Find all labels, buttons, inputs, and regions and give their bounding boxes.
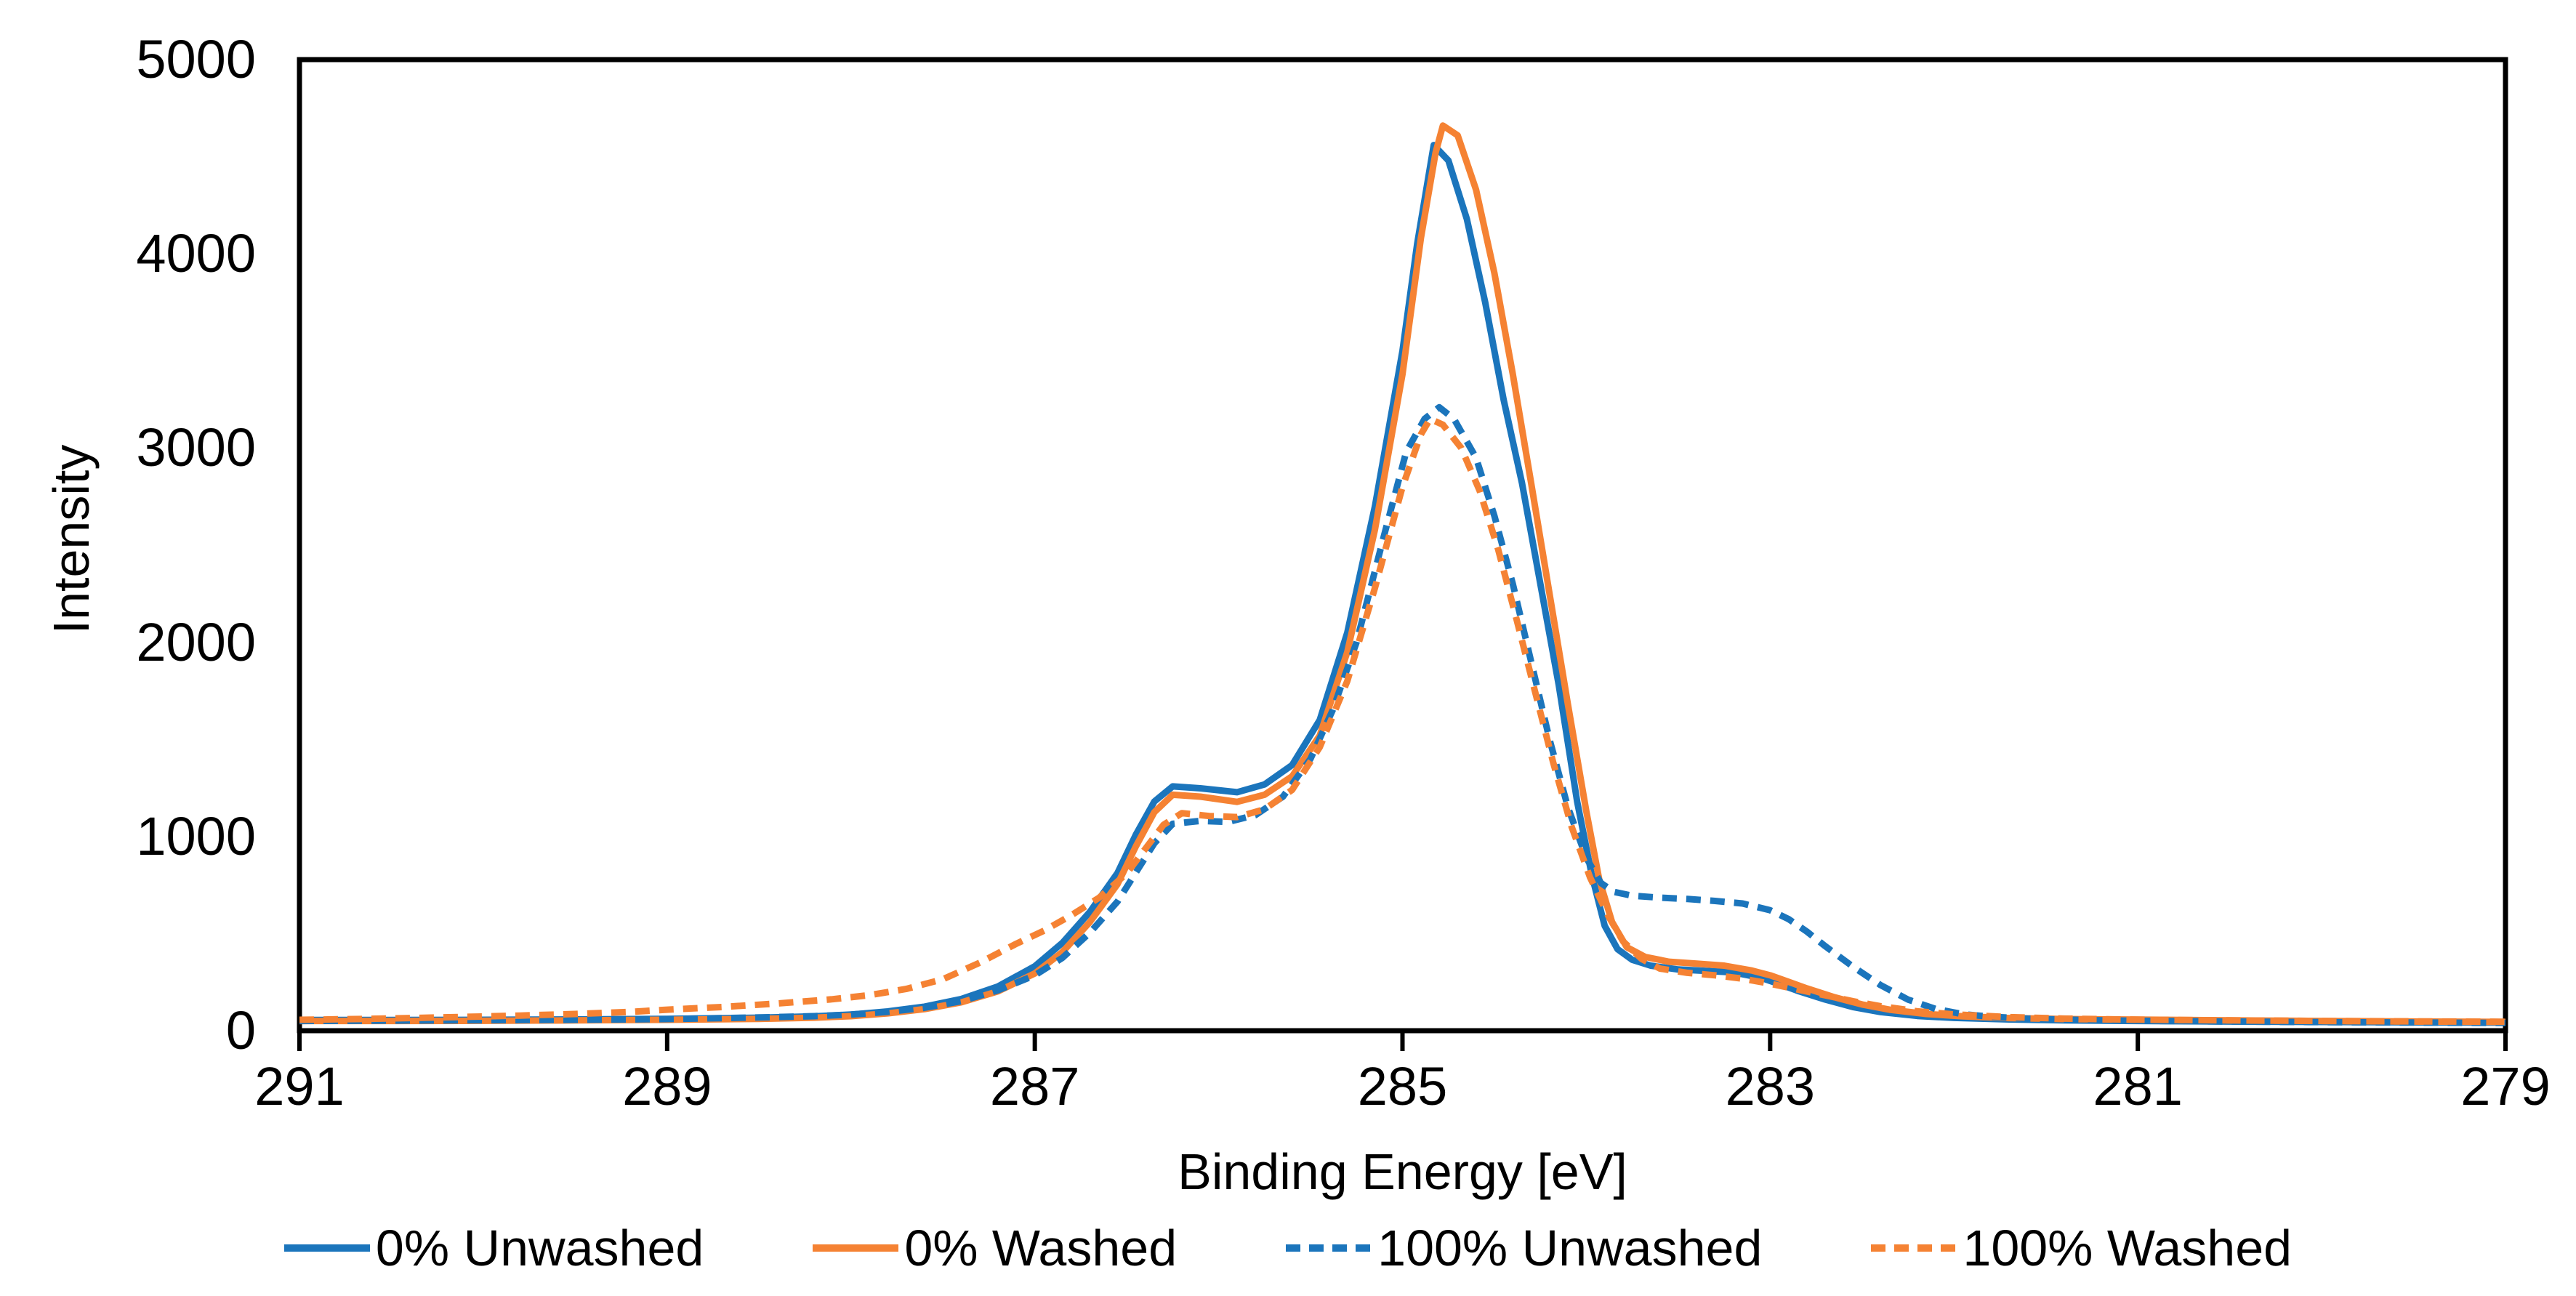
legend-item-0-washed: 0% Washed <box>813 1221 1177 1275</box>
x-tick-label: 281 <box>2093 1056 2183 1116</box>
legend-line-swatch <box>1871 1244 1957 1252</box>
series-line-100-washed <box>299 415 2506 1026</box>
x-tick-label: 285 <box>1357 1056 1448 1116</box>
legend-label: 100% Unwashed <box>1377 1220 1763 1276</box>
series-line-100-unwashed <box>299 403 2506 1026</box>
series-line-0-unwashed <box>299 142 2506 1026</box>
series-line-0-washed <box>299 122 2506 1026</box>
x-tick-label: 287 <box>989 1056 1080 1116</box>
legend-line-swatch <box>813 1244 899 1252</box>
y-tick-label: 5000 <box>136 29 256 89</box>
y-tick-label: 4000 <box>136 223 256 284</box>
y-tick-label: 0 <box>225 1000 256 1060</box>
x-tick-label: 291 <box>254 1056 345 1116</box>
legend-label: 100% Washed <box>1963 1220 2293 1276</box>
legend-item-100-washed: 100% Washed <box>1871 1221 2292 1275</box>
legend-line-swatch <box>1286 1244 1372 1252</box>
y-tick-label: 1000 <box>136 805 256 866</box>
x-axis-title: Binding Energy [eV] <box>1178 1143 1627 1200</box>
axis-border <box>297 57 2508 1034</box>
x-tick-label: 289 <box>622 1056 712 1116</box>
y-tick-label: 2000 <box>136 611 256 672</box>
legend-item-100-unwashed: 100% Unwashed <box>1286 1221 1762 1275</box>
legend-line-swatch <box>283 1244 370 1252</box>
y-tick-label: 3000 <box>136 417 256 478</box>
legend-item-0-unwashed: 0% Unwashed <box>283 1220 704 1276</box>
legend-label: 0% Unwashed <box>375 1220 704 1276</box>
legend: 0% Unwashed 0% Washed 100% Unwashed 100% Wa… <box>0 1208 2576 1288</box>
legend-label: 0% Washed <box>904 1220 1178 1276</box>
x-tick-label: 283 <box>1725 1056 1816 1116</box>
x-tick-label: 279 <box>2460 1056 2551 1116</box>
